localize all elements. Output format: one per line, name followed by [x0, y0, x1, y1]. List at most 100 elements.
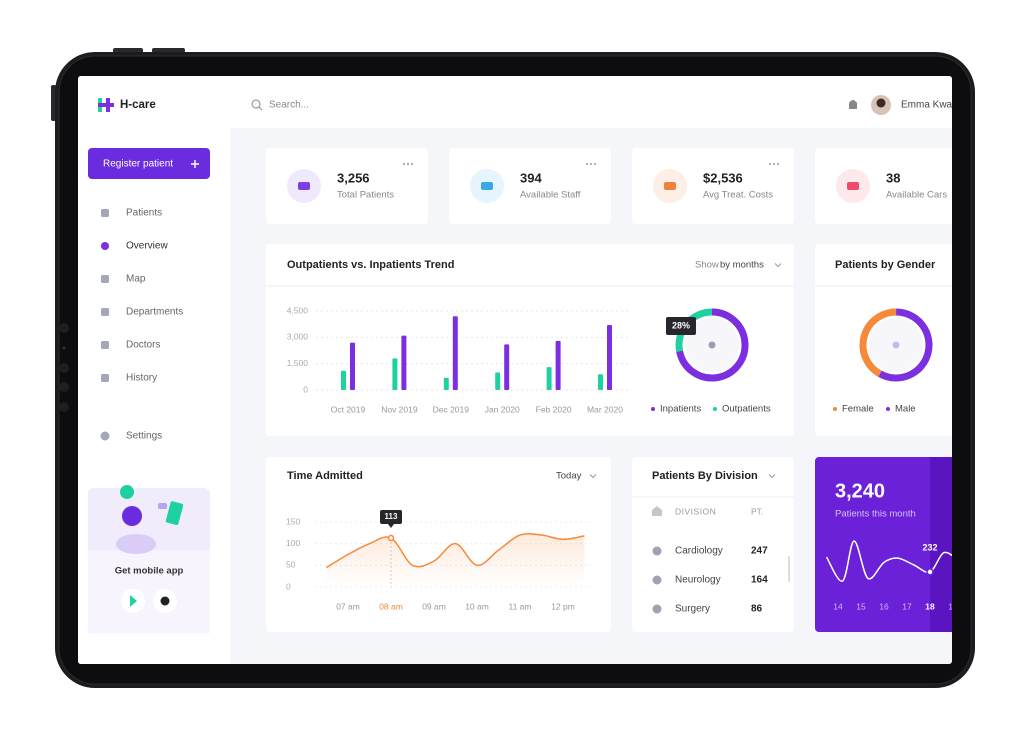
stat-value: 3,256 [337, 170, 370, 185]
tooltip-arrow [388, 524, 394, 529]
division-name: Surgery [675, 604, 710, 615]
bar [555, 340, 561, 390]
nav-item[interactable]: Overview [126, 241, 168, 252]
promo-title: Get mobile app [115, 566, 184, 577]
top-button [113, 48, 143, 53]
card [266, 457, 611, 632]
stat-label: Available Cars [886, 190, 947, 201]
nav-icon [101, 374, 109, 382]
more-dot[interactable] [410, 162, 414, 166]
sensor [59, 363, 69, 373]
x-tick-label: Jan 2020 [485, 404, 520, 414]
nav-item[interactable]: History [126, 373, 157, 384]
more-dot[interactable] [768, 162, 772, 166]
bell-icon[interactable] [849, 100, 857, 109]
panel-subtitle: Patients this month [835, 509, 916, 520]
more-dot[interactable] [589, 162, 593, 166]
value-badge [666, 317, 696, 335]
division-icon [652, 575, 662, 585]
more-dot[interactable] [585, 162, 589, 166]
division-name: Cardiology [675, 546, 723, 557]
panel-title: Time Admitted [287, 470, 363, 482]
more-dot[interactable] [593, 162, 597, 166]
x-tick-label: 10 am [465, 601, 489, 611]
bar [546, 367, 552, 390]
chevron [589, 474, 597, 479]
highlight-point [926, 568, 934, 576]
nav-icon [100, 431, 110, 441]
more-dot[interactable] [776, 162, 780, 166]
division-icon [652, 604, 662, 614]
column-header: DIVISION [675, 506, 716, 516]
more-dot[interactable] [402, 162, 406, 166]
legend-label: Inpatients [660, 404, 701, 415]
x-tick-label: 12 pm [551, 601, 575, 611]
x-tick-label: Oct 2019 [331, 404, 366, 414]
x-tick-label: Feb 2020 [536, 404, 572, 414]
sensor [59, 323, 69, 333]
x-tick-label: Mar 2020 [587, 404, 623, 414]
store-icon [130, 595, 137, 607]
more-dot[interactable] [406, 162, 410, 166]
nav-item[interactable]: Departments [126, 307, 183, 318]
side-button [51, 85, 56, 121]
bar [504, 344, 510, 390]
line [326, 532, 585, 569]
x-tick-label: 07 am [336, 601, 360, 611]
stat-label: Total Patients [337, 190, 394, 201]
illustration [165, 501, 184, 525]
more-dot[interactable] [772, 162, 776, 166]
card-band [930, 457, 952, 632]
donut-segment [859, 308, 897, 377]
division-count: 86 [751, 604, 763, 615]
highlight-point [387, 534, 395, 542]
nav-item[interactable]: Map [126, 274, 146, 285]
card [815, 148, 952, 224]
bar [607, 325, 612, 390]
register-button-label: Register patient [103, 159, 173, 170]
x-tick-label: 17 [902, 601, 912, 611]
nav-icon [101, 242, 109, 250]
user-name[interactable]: Emma Kwan [901, 100, 958, 111]
legend-dot [651, 407, 655, 411]
x-tick-label: 15 [856, 601, 866, 611]
bar [392, 358, 398, 390]
chevron [768, 474, 776, 479]
scrollbar [788, 556, 790, 582]
legend-label: Male [895, 404, 916, 415]
nav-item[interactable]: Settings [126, 431, 162, 442]
y-tick-label: 3,000 [287, 332, 309, 342]
dropdown-value[interactable]: by months [720, 260, 764, 271]
sensor [59, 402, 69, 412]
search-icon [251, 99, 261, 109]
card [449, 148, 611, 224]
nav-item[interactable]: Doctors [126, 340, 160, 351]
chevron [774, 263, 782, 268]
dropdown-prefix[interactable]: Show [695, 260, 719, 271]
plus-icon [191, 160, 199, 168]
panel-title: Patients by Gender [835, 259, 936, 271]
brand: H-care [120, 99, 156, 111]
value-label: 28% [672, 320, 690, 330]
x-tick-label: 18 [925, 601, 935, 611]
bar [598, 374, 603, 390]
dropdown-value[interactable]: Today [556, 471, 582, 482]
legend-dot [886, 407, 890, 411]
search-input[interactable]: Search... [269, 100, 309, 111]
y-tick-label: 4,500 [287, 305, 309, 315]
bar [341, 370, 346, 390]
nav-icon [101, 341, 109, 349]
stat-value: 38 [886, 170, 900, 185]
register-button[interactable] [88, 148, 210, 179]
y-tick-label: 0 [303, 384, 308, 394]
bar [495, 372, 501, 390]
card [632, 457, 794, 632]
legend-label: Outpatients [722, 404, 771, 415]
legend-dot [713, 407, 717, 411]
stat-icon [847, 182, 859, 190]
top-button [152, 48, 185, 53]
nav-item[interactable]: Patients [126, 208, 162, 219]
donut-segment [676, 308, 749, 382]
panel-title: 3,240 [835, 480, 885, 502]
